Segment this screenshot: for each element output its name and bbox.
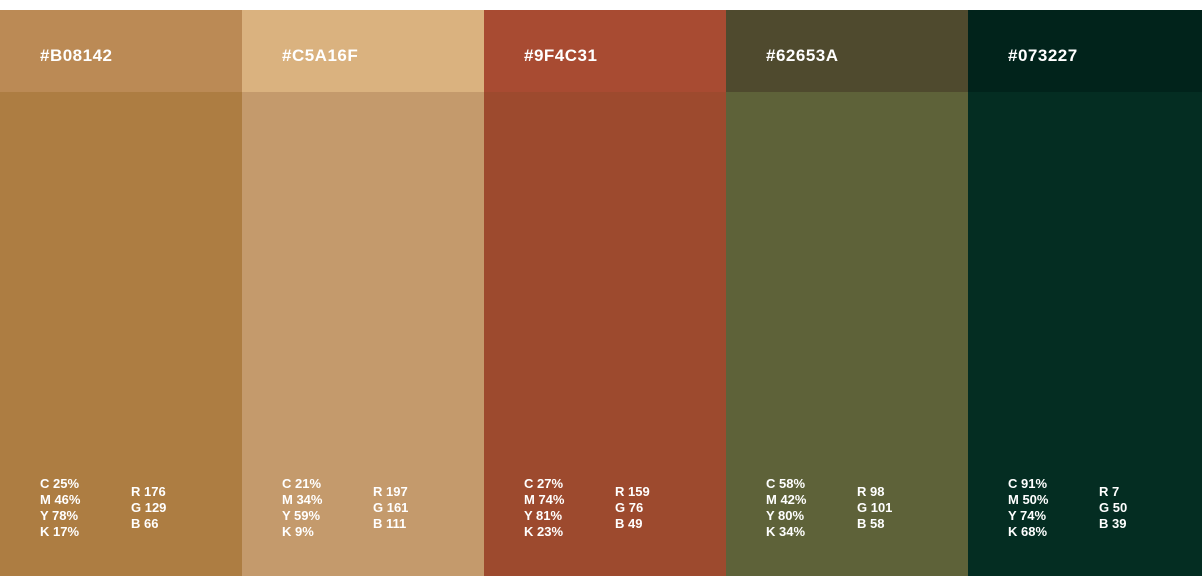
rgb-value: B 49	[615, 516, 643, 531]
rgb-value: B 58	[857, 516, 885, 531]
cmyk-value: M 42%	[766, 492, 807, 507]
hex-code: #9F4C31	[524, 46, 598, 65]
hex-code: #B08142	[40, 46, 113, 65]
cmyk-value: M 50%	[1008, 492, 1049, 507]
swatch-header: #C5A16F	[242, 10, 484, 92]
cmyk-values: C 25% M 46% Y 78% K 17%	[40, 476, 80, 540]
cmyk-value: C 91%	[1008, 476, 1048, 491]
rgb-values: R 159 G 76 B 49	[615, 484, 650, 532]
swatch-header: #9F4C31	[484, 10, 726, 92]
cmyk-value: M 74%	[524, 492, 565, 507]
cmyk-values: C 21% M 34% Y 59% K 9%	[282, 476, 322, 540]
rgb-value: G 76	[615, 500, 644, 515]
cmyk-value: Y 74%	[1008, 508, 1047, 523]
rgb-values: R 98 G 101 B 58	[857, 484, 892, 532]
rgb-value: R 176	[131, 484, 166, 499]
rgb-value: R 159	[615, 484, 650, 499]
rgb-value: R 197	[373, 484, 408, 499]
rgb-value: B 39	[1099, 516, 1127, 531]
hex-code: #073227	[1008, 46, 1078, 65]
cmyk-values: C 27% M 74% Y 81% K 23%	[524, 476, 564, 540]
cmyk-value: K 68%	[1008, 524, 1048, 539]
hex-code: #C5A16F	[282, 46, 359, 65]
rgb-value: G 161	[373, 500, 409, 515]
rgb-value: G 101	[857, 500, 893, 515]
cmyk-value: K 17%	[40, 524, 80, 539]
cmyk-value: M 34%	[282, 492, 323, 507]
hex-code: #62653A	[766, 46, 839, 65]
cmyk-value: C 58%	[766, 476, 806, 491]
cmyk-value: K 34%	[766, 524, 806, 539]
cmyk-value: Y 59%	[282, 508, 321, 523]
cmyk-value: C 27%	[524, 476, 564, 491]
rgb-value: R 98	[857, 484, 885, 499]
cmyk-values: C 91% M 50% Y 74% K 68%	[1008, 476, 1048, 540]
rgb-value: B 66	[131, 516, 159, 531]
cmyk-value: Y 78%	[40, 508, 79, 523]
cmyk-value: K 9%	[282, 524, 314, 539]
swatch: #9F4C31 C 27% M 74% Y 81% K 23% R 159 G 76 B 49	[484, 10, 726, 576]
rgb-value: R 7	[1099, 484, 1120, 499]
swatch-header: #62653A	[726, 10, 968, 92]
cmyk-value: C 25%	[40, 476, 80, 491]
cmyk-values: C 58% M 42% Y 80% K 34%	[766, 476, 806, 540]
swatch-header: #B08142	[0, 10, 242, 92]
cmyk-value: Y 80%	[766, 508, 805, 523]
rgb-values: R 197 G 161 B 111	[373, 484, 408, 532]
swatch: #C5A16F C 21% M 34% Y 59% K 9% R 197 G 161 B 11…	[242, 10, 484, 576]
swatch: #62653A C 58% M 42% Y 80% K 34% R 98 G 101 B 58	[726, 10, 968, 576]
cmyk-value: Y 81%	[524, 508, 563, 523]
rgb-value: G 50	[1099, 500, 1128, 515]
swatch: #B08142 C 25% M 46% Y 78% K 17% R 176 G 129 B 6…	[0, 10, 242, 576]
cmyk-value: C 21%	[282, 476, 322, 491]
cmyk-value: K 23%	[524, 524, 564, 539]
swatch-header: #073227	[968, 10, 1202, 92]
rgb-value: G 129	[131, 500, 167, 515]
cmyk-value: M 46%	[40, 492, 81, 507]
rgb-values: R 176 G 129 B 66	[131, 484, 166, 532]
rgb-value: B 111	[373, 516, 407, 531]
